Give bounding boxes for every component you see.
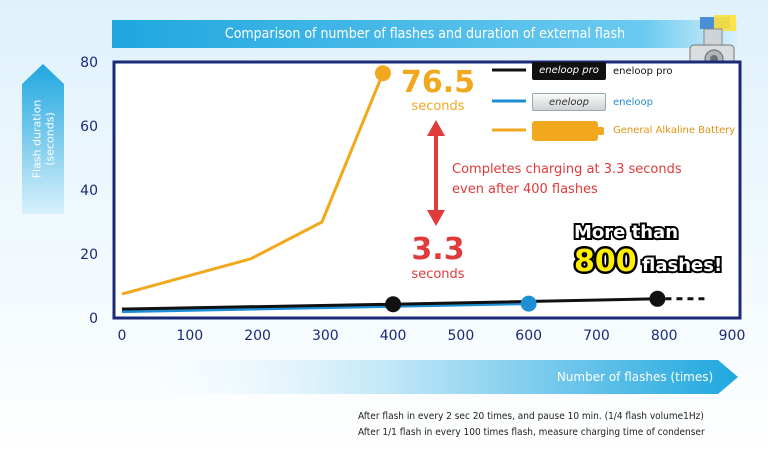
x-tick-label: 200 <box>244 328 271 344</box>
y-tick-label: 80 <box>80 55 98 71</box>
plot-area <box>112 60 742 320</box>
x-tick-label: 0 <box>118 328 127 344</box>
x-tick-label: 700 <box>583 328 610 344</box>
x-tick-label: 800 <box>651 328 678 344</box>
eneloop-value-label: 3.3 <box>411 232 464 267</box>
x-tick-label: 900 <box>719 328 746 344</box>
legend-label-alkaline: General Alkaline Battery <box>613 125 736 136</box>
x-tick-label: 100 <box>176 328 203 344</box>
alkaline-end-marker <box>374 65 391 82</box>
alkaline-value-label: 76.5 <box>401 65 475 100</box>
x-axis-arrow <box>112 360 738 394</box>
eneloop-badge: eneloop <box>532 93 606 111</box>
footnote-1: After flash in every 2 sec 20 times, and… <box>358 411 704 422</box>
x-tick-label: 500 <box>448 328 475 344</box>
x-axis-label: Number of flashes (times) <box>556 370 714 384</box>
eneloop-pro-badge: eneloop pro <box>532 62 606 80</box>
x-tick-label: 400 <box>380 328 407 344</box>
charging-note-line: even after 400 flashes <box>452 182 598 197</box>
callout-number: 800 <box>574 244 637 279</box>
chart-title: Comparison of number of flashes and dura… <box>112 20 738 48</box>
alkaline-unit-label: seconds <box>411 99 464 114</box>
series-line-0 <box>121 72 385 296</box>
y-tick-label: 0 <box>89 311 98 327</box>
y-tick-label: 20 <box>80 247 98 263</box>
x-tick-label: 300 <box>312 328 339 344</box>
callout-flashes: flashes! <box>642 255 722 276</box>
charging-note-line: Completes charging at 3.3 seconds <box>452 162 682 177</box>
y-axis-arrow <box>22 64 64 214</box>
callout-more-than: More than <box>574 222 678 243</box>
eneloop-unit-label: seconds <box>411 267 464 282</box>
arrow-head-up <box>427 120 445 136</box>
arrow-head-down <box>427 210 445 226</box>
x-tick-label: 600 <box>515 328 542 344</box>
legend-label-eneloop-pro: eneloop pro <box>613 66 673 77</box>
footnote-2: After 1/1 flash in every 100 times flash… <box>358 427 705 438</box>
series-line-1 <box>121 302 529 314</box>
alkaline-battery-icon <box>532 121 604 141</box>
eneloop-end-marker <box>520 295 537 312</box>
y-tick-label: 40 <box>80 183 98 199</box>
y-tick-label: 60 <box>80 119 98 135</box>
legend-label-eneloop: eneloop <box>613 97 654 108</box>
eneloop-pro-marker <box>385 296 402 313</box>
eneloop-pro-marker <box>649 290 666 307</box>
